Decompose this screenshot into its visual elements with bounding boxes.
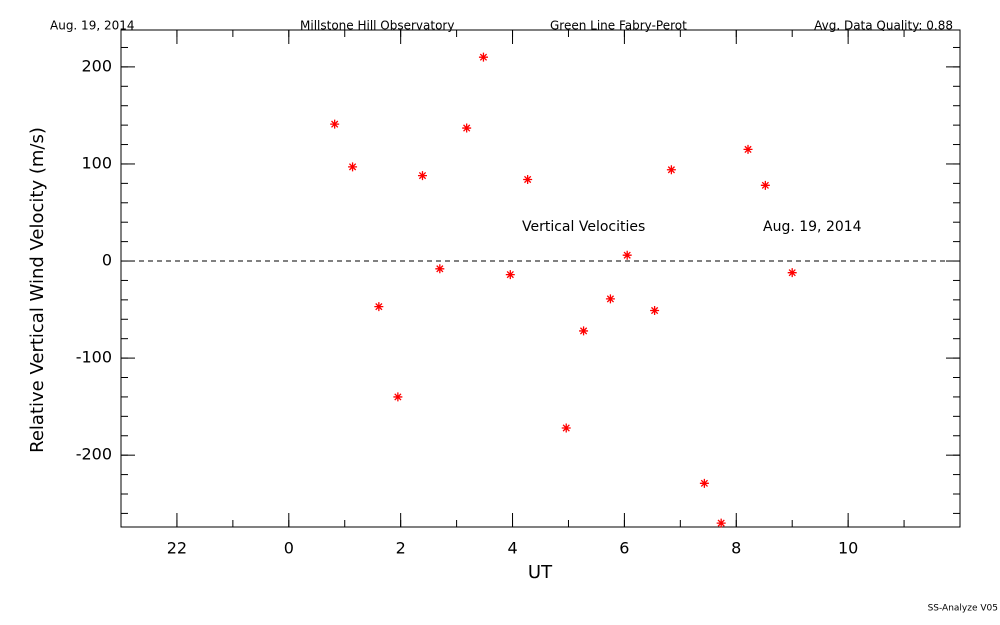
data-point [523, 174, 533, 184]
plot-frame [120, 29, 961, 528]
y-tick-label: 200 [81, 56, 112, 75]
header-instrument: Green Line Fabry-Perot [550, 19, 687, 33]
data-point [743, 144, 753, 154]
data-point [760, 180, 770, 190]
x-tick-label: 8 [731, 539, 741, 558]
data-point [716, 518, 726, 528]
y-tick-label: 0 [102, 251, 112, 270]
x-tick-label: 22 [167, 539, 187, 558]
y-axis-label: Relative Vertical Wind Velocity (m/s) [27, 127, 48, 453]
x-tick-label: 4 [507, 539, 517, 558]
x-tick-label: 2 [396, 539, 406, 558]
x-tick-label: 6 [619, 539, 629, 558]
data-point [605, 294, 615, 304]
header-quality: Avg. Data Quality: 0.88 [814, 19, 953, 33]
data-point [787, 268, 797, 278]
data-point [417, 171, 427, 181]
annotation: Vertical Velocities [522, 219, 645, 235]
data-point [666, 165, 676, 175]
data-point [374, 302, 384, 312]
footer: SS-Analyze V05 [928, 604, 998, 614]
data-point [699, 478, 709, 488]
header-date: Aug. 19, 2014 [50, 19, 135, 33]
data-point [348, 162, 358, 172]
data-point [579, 326, 589, 336]
data-point [561, 423, 571, 433]
data-point [505, 270, 515, 280]
annotation: Aug. 19, 2014 [763, 219, 862, 235]
data-point [462, 123, 472, 133]
data-point [435, 264, 445, 274]
x-tick-label: 10 [838, 539, 858, 558]
data-point [622, 250, 632, 260]
y-tick-label: -100 [76, 348, 112, 367]
y-tick-label: 100 [81, 153, 112, 172]
data-point [330, 119, 340, 129]
data-point [393, 392, 403, 402]
data-point [650, 306, 660, 316]
y-tick-label: -200 [76, 445, 112, 464]
x-axis-label: UT [528, 562, 553, 583]
x-tick-label: 0 [284, 539, 294, 558]
header-observatory: Millstone Hill Observatory [300, 19, 454, 33]
data-point [478, 52, 488, 62]
